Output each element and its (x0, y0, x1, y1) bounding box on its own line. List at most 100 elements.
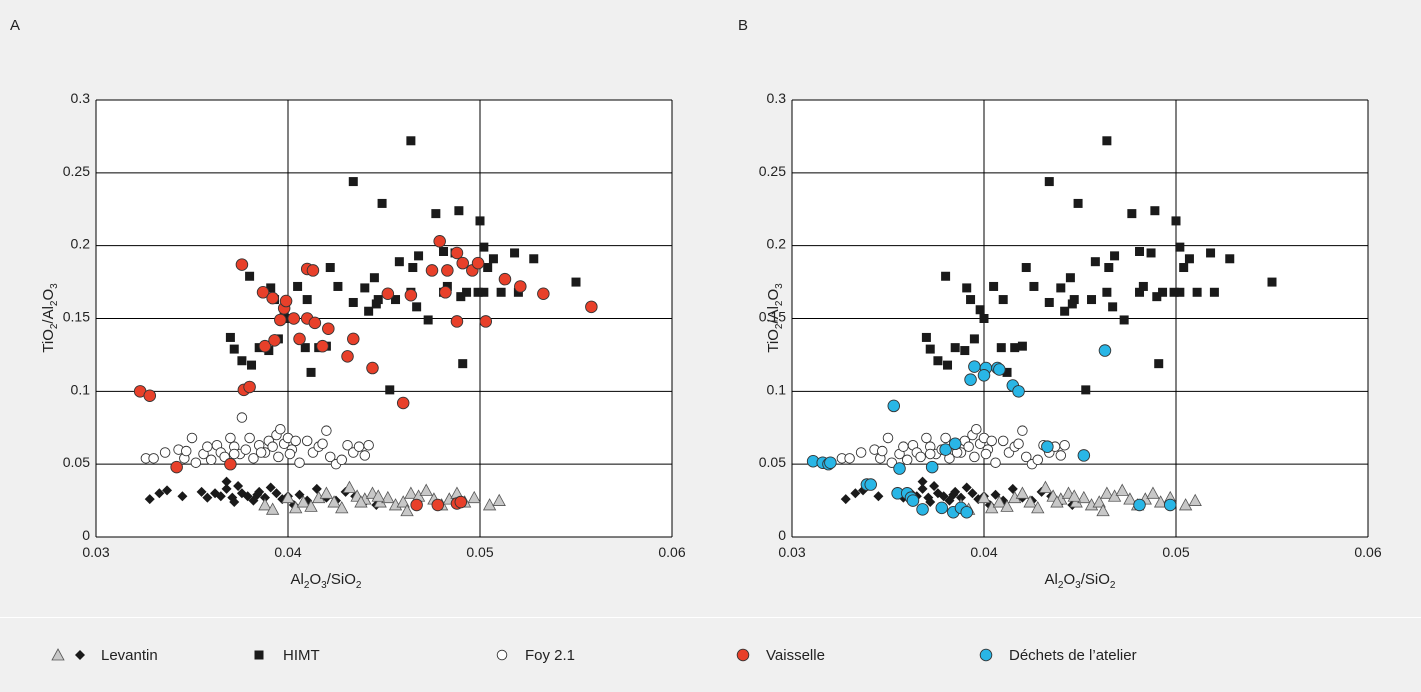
panel-b-open-circle-point (886, 457, 898, 468)
panel-b-square-point (1102, 287, 1112, 297)
panel-a-diamond-point (242, 491, 253, 502)
panel-b-square-point (1081, 385, 1091, 395)
panel-b-square-point (962, 283, 972, 293)
panel-a-open-circle-point (363, 439, 374, 451)
panel-a-triangle-point (396, 495, 410, 508)
panel-b-diamond-point (961, 482, 972, 493)
panel-b-square-point (989, 281, 999, 291)
panel-a-triangle-point (342, 480, 357, 493)
panel-a-diamond-point (144, 494, 155, 505)
panel-a-red-circle-point (537, 287, 550, 300)
panel-b-x-tick-label: 0.06 (1354, 544, 1381, 560)
legend-dechets-label: Déchets de l’atelier (1009, 647, 1137, 664)
panel-b-square-point (1267, 277, 1277, 287)
panel-b-open-circle-point (940, 432, 951, 444)
panel-a-red-circle-point (456, 256, 469, 270)
panel-b-triangle-point (1092, 495, 1106, 508)
panel-b-square-point (960, 346, 970, 356)
panel-a-diamond-point (202, 492, 213, 503)
panel-a-square-point (571, 277, 581, 287)
panel-a-square-point (300, 343, 310, 353)
panel-a-square-point (496, 287, 506, 297)
panel-a-square-point (360, 283, 370, 293)
panel-a-square-point (293, 281, 303, 291)
panel-a-diamond-point (177, 491, 188, 502)
panel-b-diamond-point (948, 489, 959, 500)
panel-a-square-point (488, 254, 498, 264)
panel-b-open-circle-point (901, 454, 913, 466)
panel-a-open-circle-point (273, 451, 284, 463)
panel-a-red-circle-point (308, 316, 322, 330)
panel-a-open-circle-point (240, 444, 252, 455)
legend-levantin-label: Levantin (101, 647, 158, 664)
panel-a-red-circle-point (347, 332, 360, 346)
panel-a-square-point (333, 281, 343, 291)
panel-b-blue-circle-point (968, 360, 981, 373)
panel-a-red-circle-point (410, 498, 423, 512)
panel-a-diamond-point (215, 491, 226, 502)
panel-a-triangle-point (467, 490, 481, 504)
panel-b-triangle-point (1000, 499, 1014, 512)
panel-a-red-circle-point (439, 286, 452, 299)
panel-b-diamond-point (967, 488, 978, 499)
panel-b-blue-circle-point (960, 505, 973, 519)
panel-a-red-circle-point (454, 495, 468, 509)
panel-b-square-point (1225, 254, 1235, 264)
panel-b-y-tick-label: 0.3 (767, 90, 787, 106)
panel-a-triangle-point (371, 489, 385, 502)
panel-a-diamond-point (259, 492, 270, 503)
panel-a-triangle-point (327, 495, 341, 508)
panel-b-blue-circle-point (1133, 498, 1146, 512)
panel-a-y-tick-label: 0.15 (63, 309, 90, 325)
panel-b-blue-circle-point (1098, 344, 1112, 357)
panel-b-blue-circle-point (925, 460, 939, 474)
panel-b-square-point (1029, 281, 1039, 291)
panel-a-square-point (302, 295, 312, 305)
panel-b-triangle-point (1023, 495, 1037, 508)
panel-b-square-point (1021, 263, 1031, 273)
panel-a-triangle-point (482, 498, 497, 511)
panel-a-square-point (454, 206, 464, 216)
panel-b-square-point (1056, 283, 1066, 293)
panel-a-square-point (348, 177, 358, 187)
panel-b-open-circle-point (898, 441, 909, 452)
panel-b-x-tick-label: 0.03 (778, 544, 805, 560)
panel-a-square-point (462, 287, 472, 297)
panel-a-y-tick-label: 0.3 (71, 90, 91, 106)
panel-b-triangle-point (977, 490, 991, 504)
panel-a-x-tick-label: 0.06 (658, 544, 685, 560)
panel-a-square-point (473, 287, 483, 297)
panel-a-red-circle-point (431, 498, 445, 512)
panel-b-triangle-point (1015, 486, 1030, 499)
panel-a-open-circle-point (275, 423, 286, 435)
panel-a-open-circle-point (180, 445, 192, 457)
panel-a-red-circle-point (450, 315, 464, 328)
panel-b-square-point (1090, 257, 1100, 267)
panel-a-open-circle-point (294, 457, 305, 468)
panel-a-red-circle-point (514, 280, 527, 293)
panel-b-blue-circle-point (1163, 498, 1177, 512)
panel-a-open-circle-point (336, 454, 348, 466)
panel-a-square-point (408, 263, 418, 273)
panel-a-open-circle-point (353, 441, 365, 452)
legend-vaisselle-label: Vaisselle (766, 647, 825, 664)
panel-b-open-circle-point (921, 432, 932, 444)
panel-a-x-tick-label: 0.05 (466, 544, 493, 560)
panel-b-square-point (1169, 287, 1179, 297)
panel-a-open-circle-point (317, 438, 328, 450)
panel-b-square-point (1192, 287, 1202, 297)
panel-a-open-circle-point (159, 447, 171, 458)
panel-b: B Al2O3/SiO2 TiO2/Al2O3 0.03 0.04 0.05 0.06… (738, 17, 1382, 591)
panel-b-square-point (1146, 248, 1156, 258)
panel-b-square-point (950, 343, 960, 353)
panel-a-triangle-point (319, 486, 334, 499)
panel-a-square-point (439, 246, 449, 256)
panel-b-open-circle-point (876, 445, 888, 457)
legend-blue-circle-marker (979, 648, 993, 662)
panel-b-diamond-point (873, 491, 884, 502)
panel-a-diamond-point (294, 489, 305, 500)
panel-b-triangle-point (1067, 489, 1081, 502)
panel-a-triangle-point (400, 503, 414, 517)
panel-b-y-tick-label: 0.2 (767, 236, 787, 252)
panel-b-open-circle-point (844, 453, 855, 464)
